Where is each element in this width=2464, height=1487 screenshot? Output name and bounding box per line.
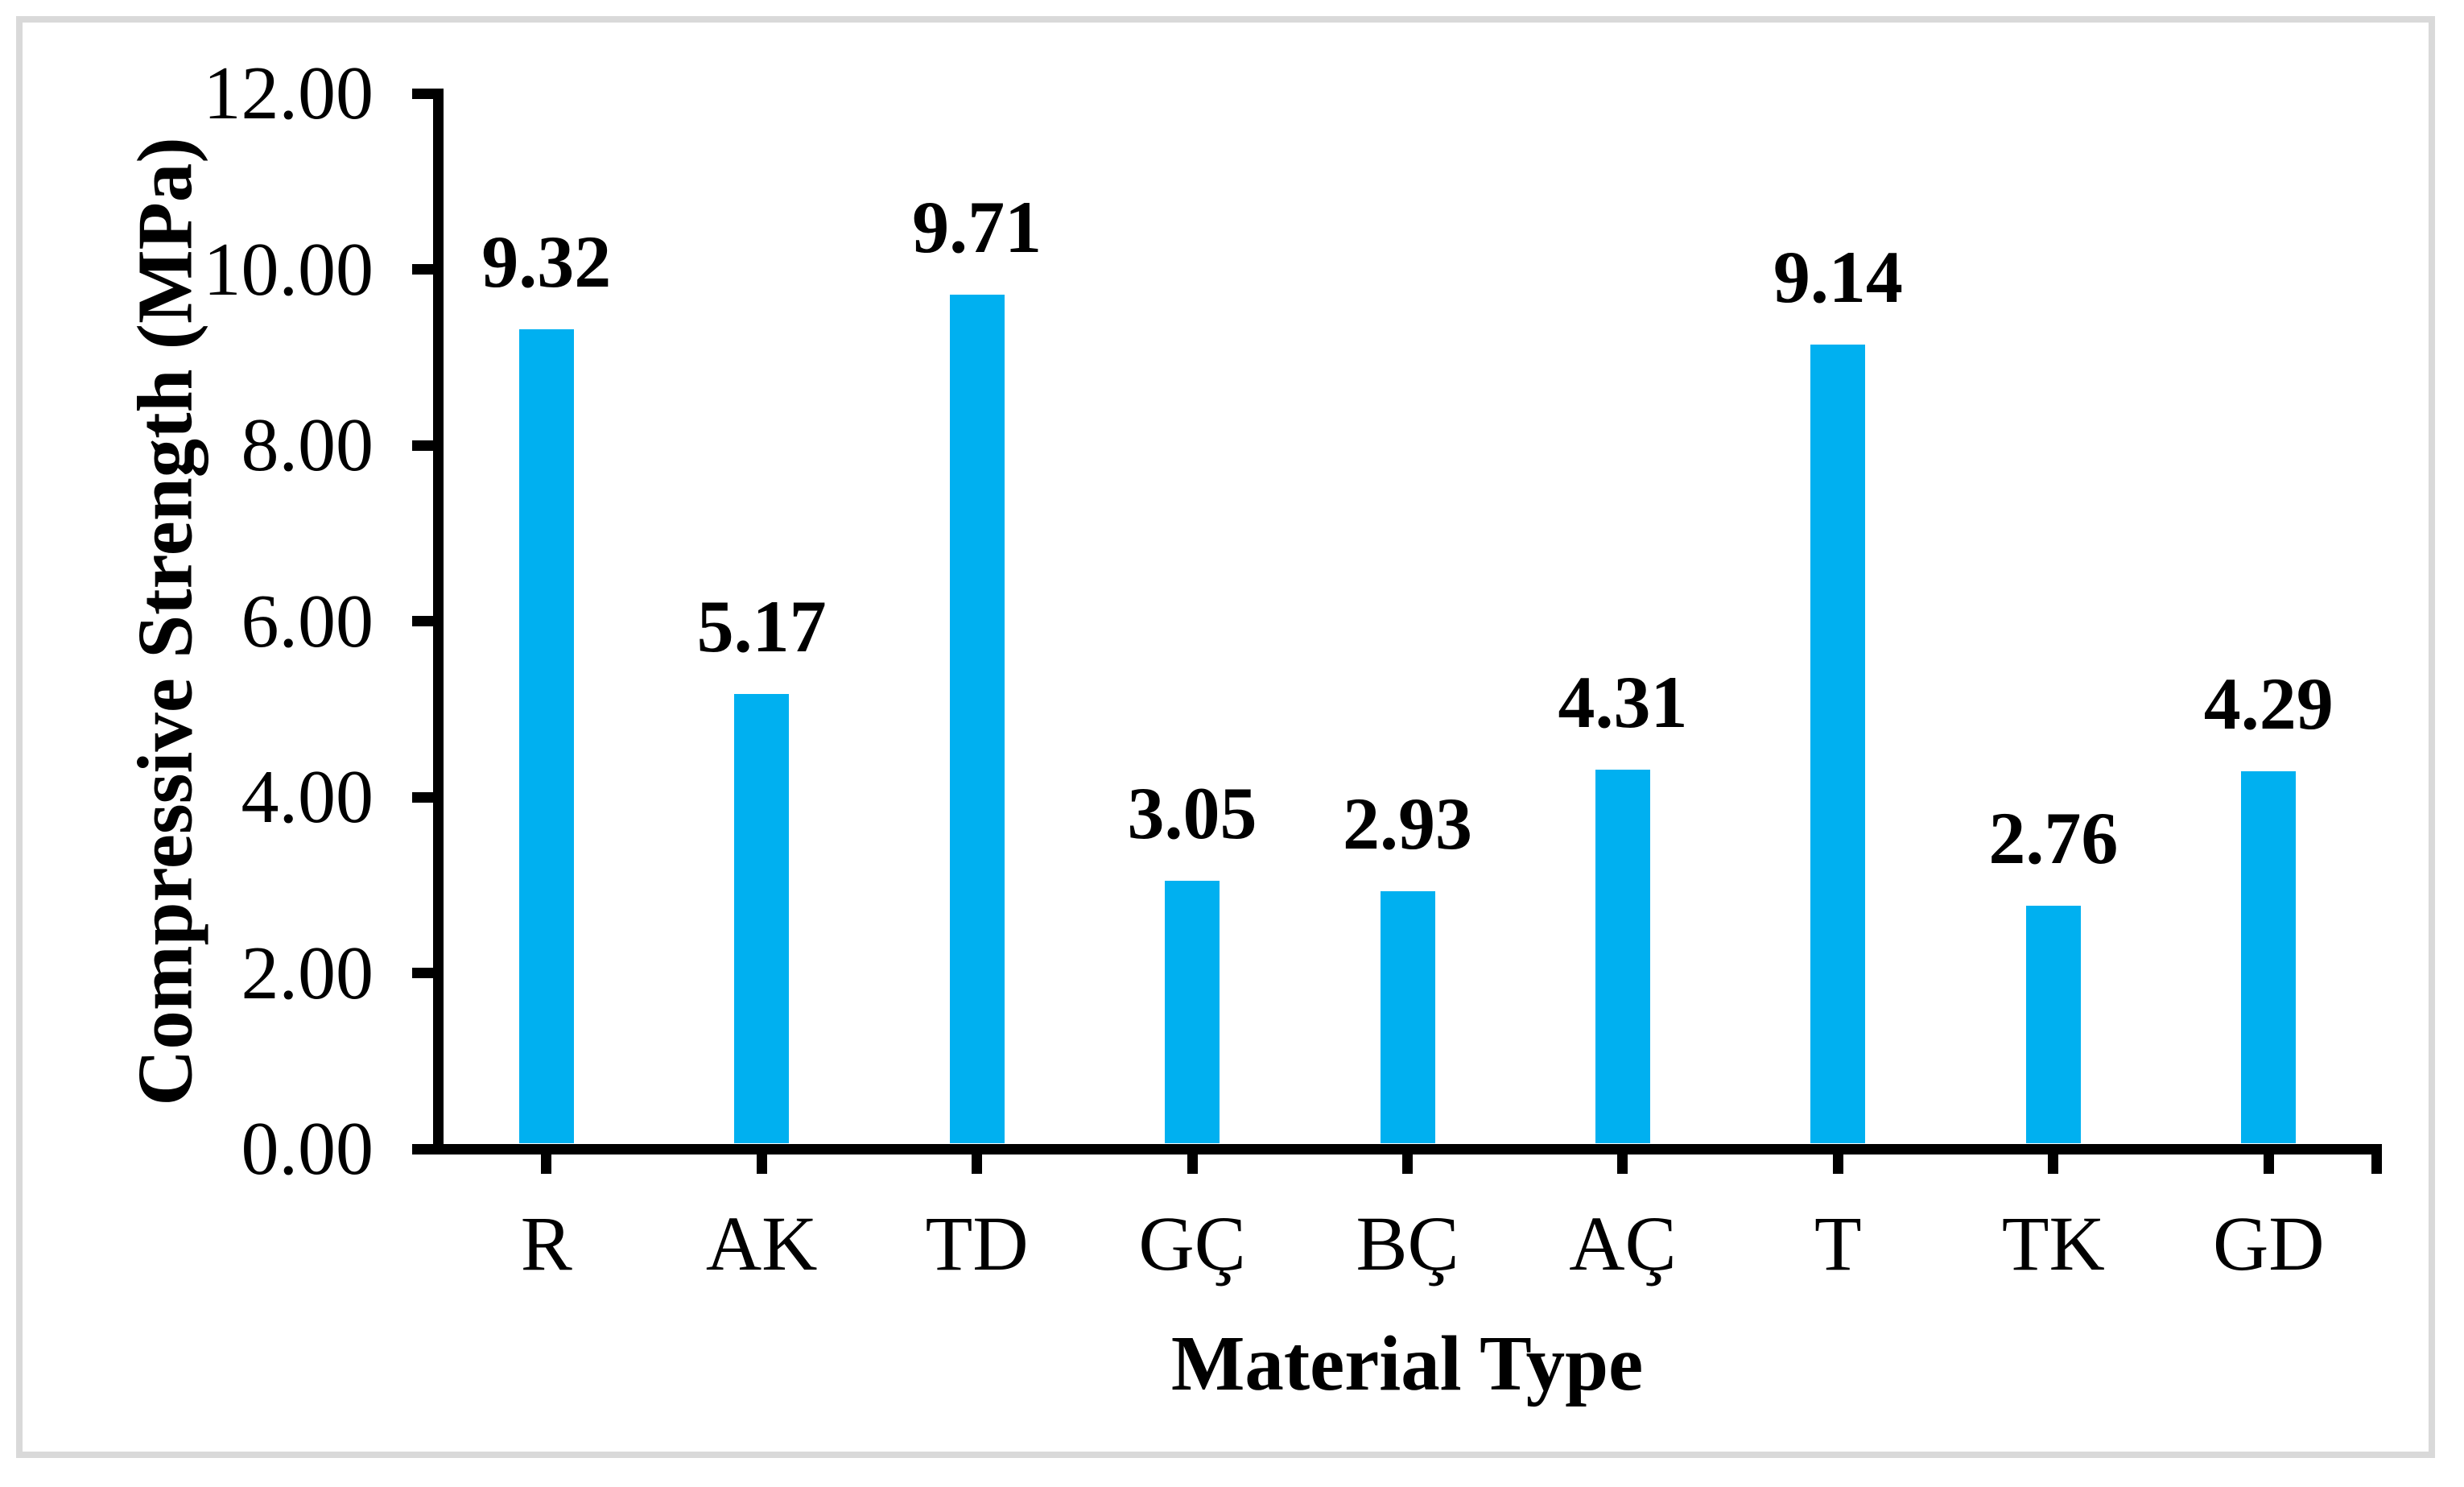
x-axis-end-tick [2371, 1154, 2382, 1174]
y-axis-tick [412, 440, 433, 451]
category-label-AK: AK [705, 1200, 818, 1287]
x-axis-tick [1832, 1154, 1843, 1174]
y-axis-tick [412, 88, 433, 99]
x-axis-tick [1402, 1154, 1413, 1174]
category-label-T: T [1814, 1200, 1862, 1287]
category-label-TD: TD [925, 1200, 1029, 1287]
y-axis-tick-label: 0.00 [241, 1107, 374, 1191]
y-axis-line [433, 88, 444, 1154]
data-label-AK: 5.17 [696, 585, 827, 668]
category-label-GD: GD [2212, 1200, 2325, 1287]
x-axis-line [433, 1143, 2382, 1154]
category-label-GÇ: GÇ [1138, 1200, 1246, 1287]
bar-GD [2241, 771, 2297, 1144]
bar-BÇ [1380, 890, 1435, 1144]
data-label-T: 9.14 [1773, 236, 1903, 319]
y-axis-tick-label: 8.00 [241, 403, 374, 487]
bar-TD [949, 295, 1005, 1144]
bar-R [518, 328, 574, 1144]
x-axis-tick [2048, 1154, 2059, 1174]
category-label-AÇ: AÇ [1569, 1200, 1677, 1287]
data-label-R: 9.32 [481, 220, 612, 303]
y-axis-tick-label: 2.00 [241, 931, 374, 1015]
data-label-TK: 2.76 [1988, 797, 2119, 880]
x-axis-tick [2263, 1154, 2274, 1174]
category-label-TK: TK [2001, 1200, 2105, 1287]
data-label-BÇ: 2.93 [1343, 782, 1472, 865]
y-axis-tick-label: 12.00 [203, 52, 374, 135]
x-axis-tick [756, 1154, 767, 1174]
data-label-GÇ: 3.05 [1127, 771, 1257, 854]
bar-T [1810, 345, 1866, 1144]
x-axis-title: Material Type [1170, 1320, 1644, 1406]
x-axis-tick [972, 1154, 983, 1174]
y-axis-tick-label: 6.00 [241, 579, 374, 663]
x-axis-tick [541, 1154, 552, 1174]
y-axis-tick [412, 968, 433, 978]
bar-GÇ [1165, 880, 1220, 1144]
y-axis-tick [412, 1143, 433, 1154]
data-label-GD: 4.29 [2203, 663, 2334, 746]
figure-frame [16, 16, 2435, 1458]
y-axis-tick [412, 616, 433, 626]
y-axis-tick [412, 791, 433, 803]
bar-AK [734, 694, 790, 1144]
category-label-R: R [520, 1200, 572, 1287]
data-label-AÇ: 4.31 [1558, 661, 1688, 744]
y-axis-tick-label: 10.00 [203, 227, 374, 312]
x-axis-tick [1617, 1154, 1628, 1174]
y-axis-tick [412, 264, 433, 275]
category-label-BÇ: BÇ [1356, 1200, 1459, 1287]
bar-TK [2025, 906, 2081, 1144]
x-axis-tick [1187, 1154, 1198, 1174]
y-axis-tick-label: 4.00 [241, 755, 374, 839]
data-label-TD: 9.71 [912, 186, 1042, 269]
bar-AÇ [1595, 770, 1650, 1144]
